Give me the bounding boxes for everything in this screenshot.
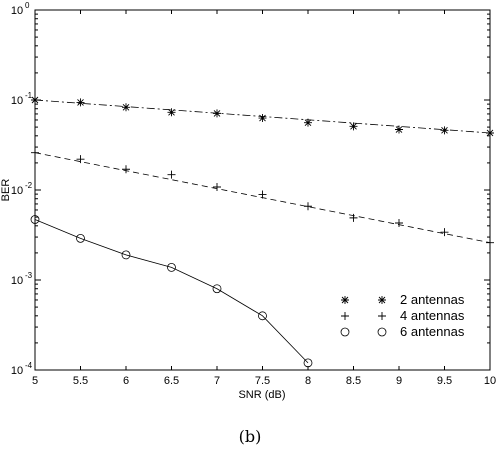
data-point-series-2 — [304, 202, 312, 211]
data-point-series-1 — [167, 108, 176, 117]
y-tick-base: 10 — [11, 365, 23, 377]
data-point-series-2 — [349, 213, 358, 222]
data-point-series-1 — [122, 103, 130, 112]
data-point-series-1 — [486, 128, 494, 137]
x-tick-label: 8.5 — [346, 375, 361, 387]
data-point-series-3 — [303, 358, 313, 368]
data-point-series-1 — [31, 96, 39, 104]
data-point-series-2 — [258, 190, 267, 199]
data-point-series-3 — [121, 250, 131, 260]
series-markers — [30, 96, 494, 368]
legend-marker — [341, 312, 349, 320]
legend-label: 2 antennas — [400, 292, 465, 307]
x-tick-label: 9 — [396, 375, 402, 387]
legend-marker — [378, 312, 386, 320]
data-point-series-3 — [212, 284, 222, 294]
data-point-series-3 — [30, 215, 40, 224]
data-point-series-1 — [258, 114, 267, 123]
x-tick-label: 6 — [123, 375, 129, 387]
x-tick-label: 5 — [32, 375, 38, 387]
x-tick-label: 9.5 — [437, 375, 452, 387]
y-tick-base: 10 — [11, 95, 23, 107]
data-point-series-2 — [440, 228, 449, 237]
legend-label: 6 antennas — [400, 324, 465, 339]
y-tick-exponent: -2 — [25, 181, 33, 190]
data-point-series-2 — [76, 155, 85, 164]
data-point-series-3 — [76, 233, 85, 243]
legend-marker — [340, 327, 350, 337]
x-tick-label: 7 — [214, 375, 220, 387]
y-axis-label: BER — [0, 179, 12, 202]
data-point-series-3 — [167, 263, 176, 272]
data-point-series-1 — [440, 126, 449, 135]
y-tick-base: 10 — [11, 275, 23, 287]
y-tick-exponent: 0 — [25, 1, 30, 10]
y-tick-exponent: -1 — [25, 91, 33, 100]
x-tick-label: 5.5 — [73, 375, 88, 387]
data-point-series-1 — [76, 98, 85, 107]
y-tick-exponent: -4 — [25, 361, 33, 370]
x-ticks: 5 5.5 6 6.5 7 7.5 8 8.5 9 9.5 10 — [32, 10, 496, 387]
legend-marker — [341, 296, 349, 304]
data-point-series-2 — [31, 148, 39, 157]
x-tick-label: 7.5 — [255, 375, 270, 387]
series-line-3 — [34, 219, 309, 364]
y-tick-exponent: -3 — [25, 271, 33, 280]
data-point-series-3 — [258, 311, 267, 321]
legend-marker — [377, 327, 387, 337]
y-tick-base: 10 — [11, 185, 23, 197]
data-point-series-1 — [395, 125, 403, 134]
x-tick-label: 8 — [305, 375, 311, 387]
y-tick-base: 10 — [11, 5, 23, 17]
data-point-series-2 — [395, 218, 403, 227]
data-point-series-1 — [304, 118, 312, 127]
figure-caption: (b) — [238, 427, 262, 446]
x-tick-label: 6.5 — [164, 375, 179, 387]
data-point-series-2 — [486, 238, 494, 247]
x-tick-label: 10 — [484, 375, 496, 387]
legend-label: 4 antennas — [400, 308, 465, 323]
data-point-series-2 — [167, 170, 176, 179]
data-point-series-1 — [213, 109, 221, 118]
data-point-series-1 — [349, 122, 358, 131]
data-point-series-2 — [213, 182, 221, 191]
legend-marker — [378, 296, 386, 304]
x-axis-label: SNR (dB) — [238, 389, 285, 401]
data-point-series-2 — [122, 165, 130, 174]
